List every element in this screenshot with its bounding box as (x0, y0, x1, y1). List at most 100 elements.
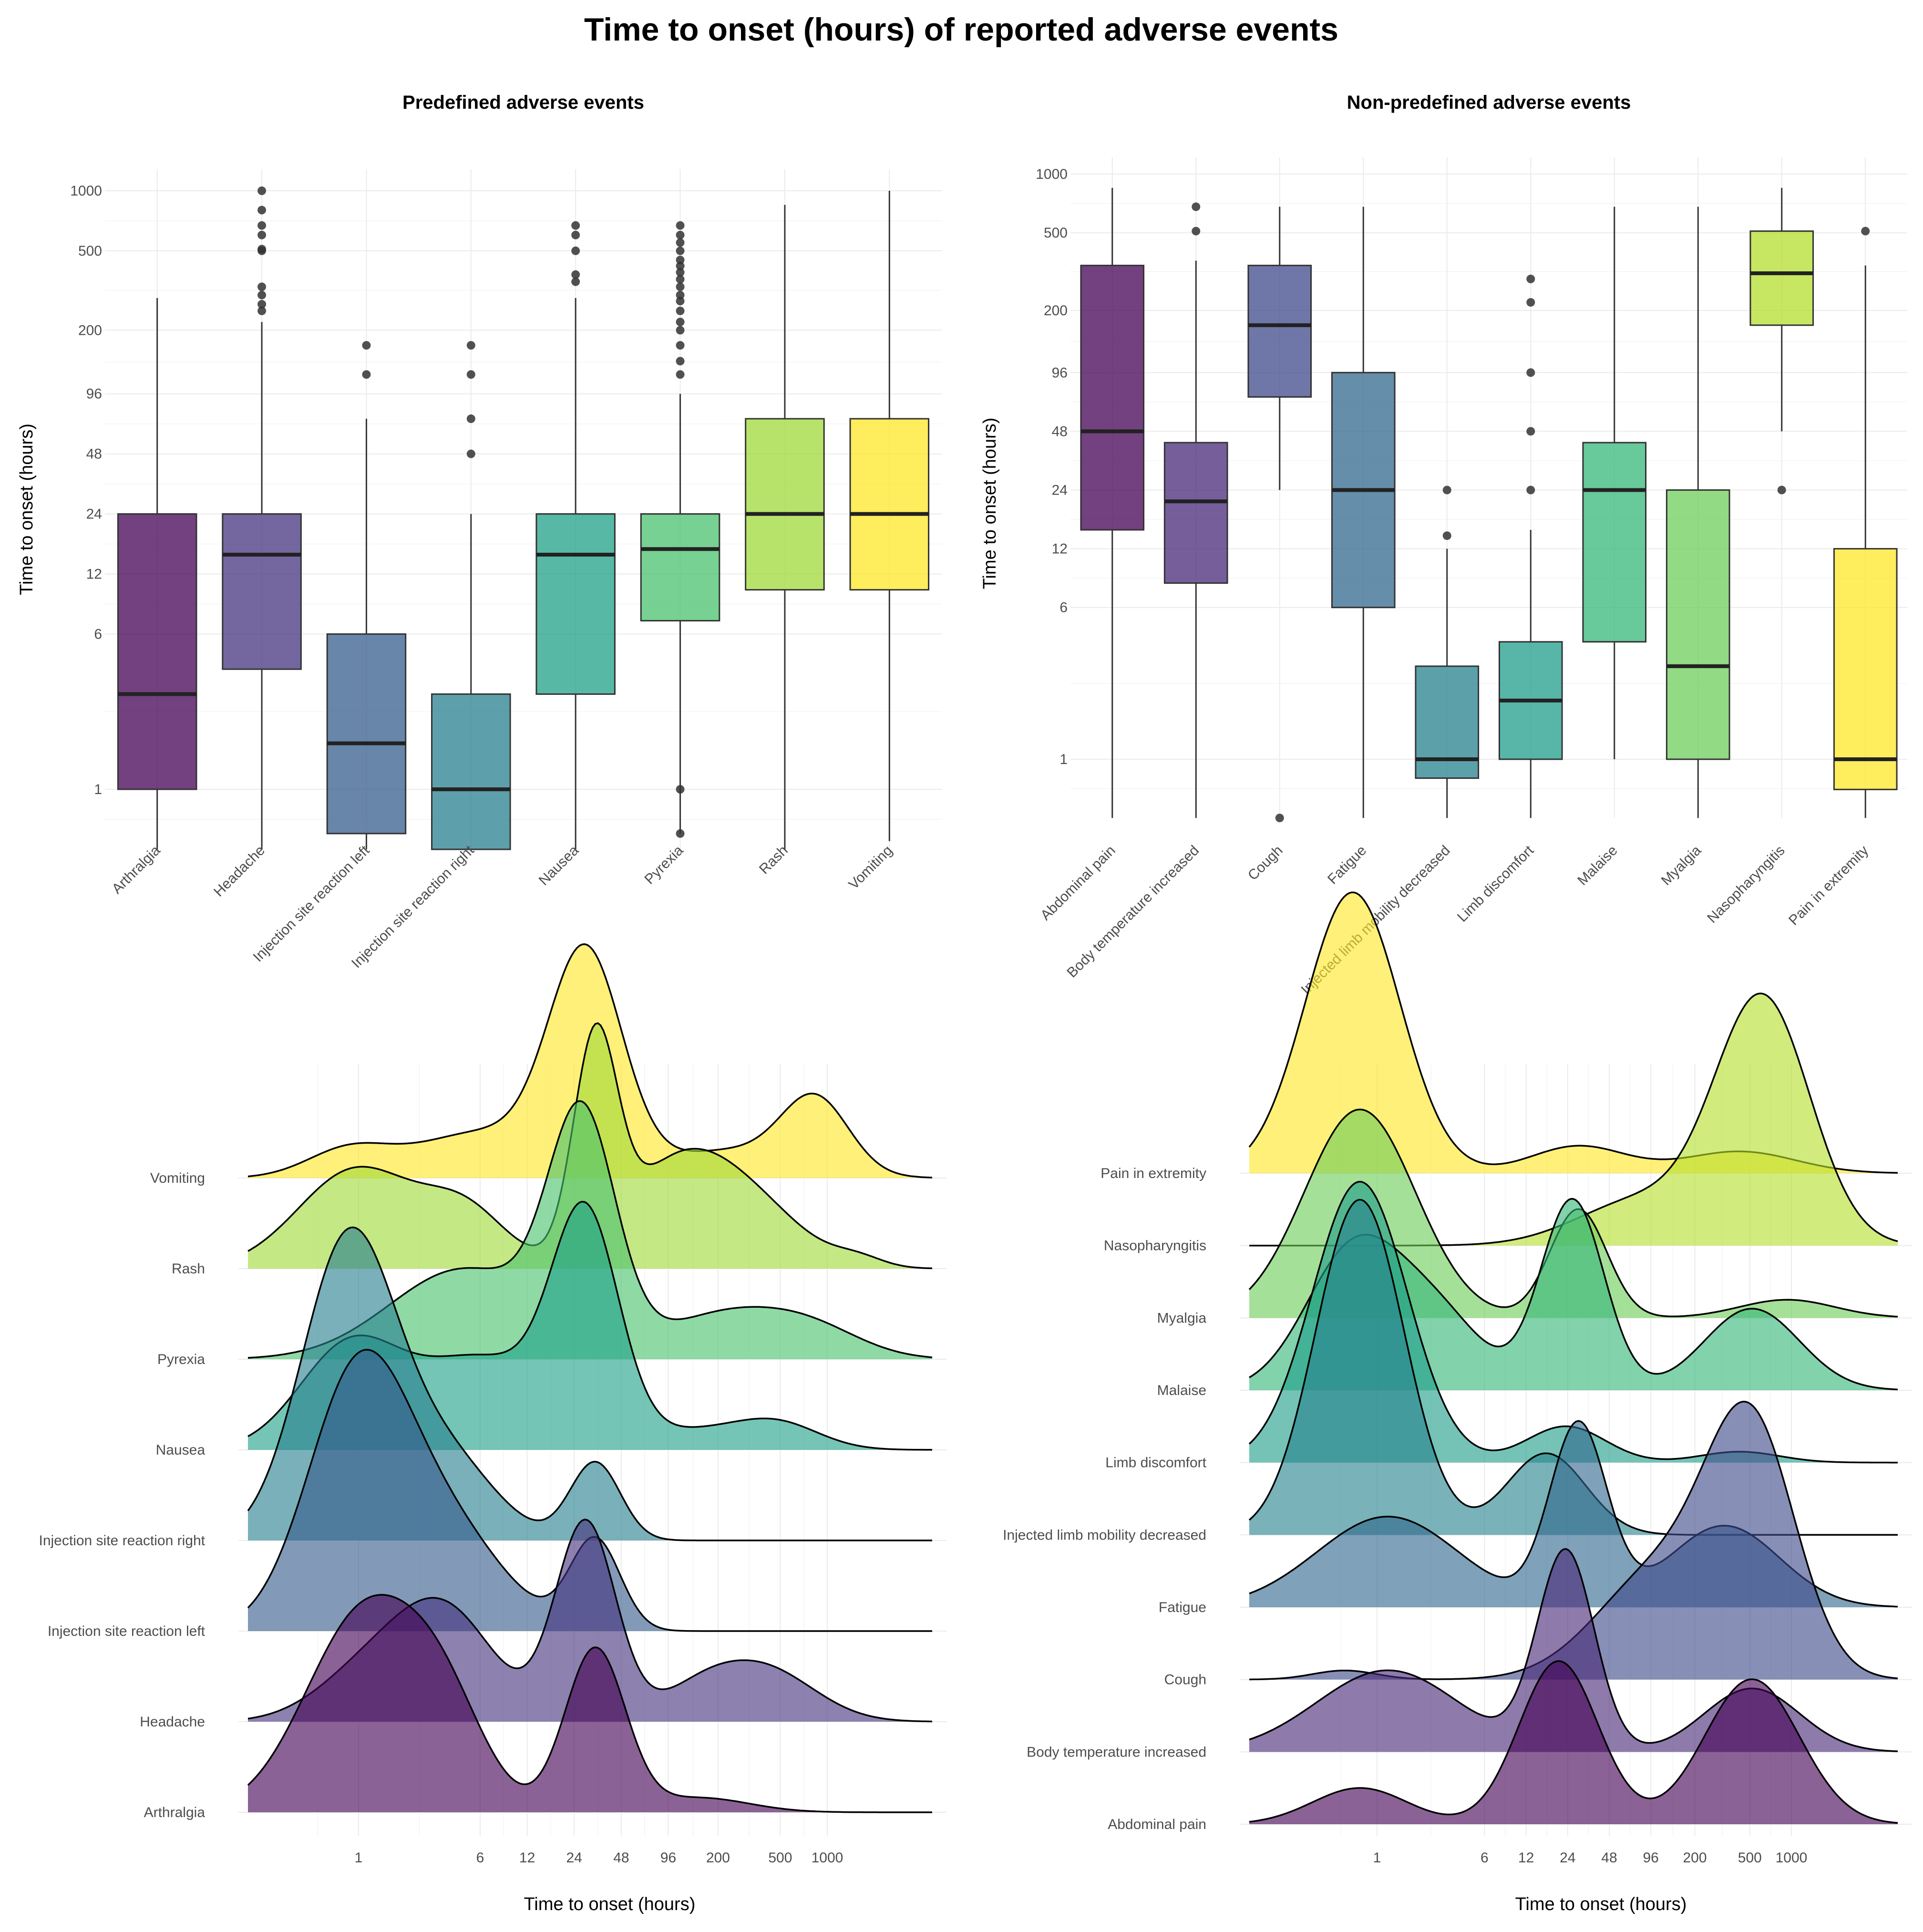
x-tick-label-vomiting: Vomiting (846, 843, 896, 893)
box-iqr (1163, 442, 1228, 584)
box-headache (222, 186, 302, 849)
ridge-abdominal-pain (1249, 1660, 1898, 1824)
box-iqr (849, 418, 930, 591)
x-tick-label-pyrexia: Pyrexia (641, 842, 686, 887)
box-iqr (1582, 442, 1647, 643)
outlier-point (362, 341, 371, 350)
y-tick-label: 24 (1052, 482, 1068, 498)
x-tick-label-limb-discomfort: Limb discomfort (1454, 842, 1537, 925)
y-tick-label-pyrexia: Pyrexia (157, 1352, 205, 1367)
ridge-arthralgia (247, 1594, 932, 1813)
box-myalgia (1666, 207, 1730, 818)
y-tick-label-malaise: Malaise (1157, 1383, 1206, 1398)
box-iqr (535, 513, 616, 695)
y-tick-label-arthralgia: Arthralgia (144, 1805, 206, 1820)
y-tick-label-fatigue: Fatigue (1159, 1600, 1206, 1615)
outlier-point (257, 290, 267, 300)
box-injection-site-reaction-left (326, 341, 407, 849)
outlier-point (676, 297, 685, 306)
panel-non-predefined-boxplot: Non-predefined adverse events Time to ons… (980, 92, 1907, 998)
figure-title: Time to onset (hours) of reported advers… (584, 11, 1338, 48)
y-tick-label-myalgia: Myalgia (1157, 1310, 1207, 1326)
y-tick-label: 1 (94, 782, 102, 797)
y-tick-label-nasopharyngitis: Nasopharyngitis (1104, 1238, 1206, 1254)
box-iqr (431, 693, 511, 850)
outlier-point (257, 230, 267, 239)
y-tick-label-injected-limb-mobility-decreased: Injected limb mobility decreased (1003, 1527, 1206, 1543)
box-pyrexia (640, 221, 720, 838)
ridge-outline (247, 1022, 933, 1270)
y-tick-label: 6 (94, 626, 102, 642)
outlier-point (676, 290, 685, 300)
outlier-point (676, 282, 685, 291)
outlier-point (571, 246, 580, 255)
ridge-outline (247, 1226, 932, 1541)
outlier-point (676, 246, 685, 255)
panel-predefined-ridgeline: 1 6 12 24 48 96 200 500 1000 Vomiting Rash Pyrexia N… (39, 943, 946, 1914)
outlier-point (1442, 486, 1451, 495)
outlier-point (1275, 814, 1284, 823)
x-tick-label: 48 (1601, 1850, 1617, 1866)
x-tick-label-nasopharyngitis: Nasopharyngitis (1704, 843, 1788, 926)
outlier-point (571, 277, 580, 286)
box-body-temperature-increased (1163, 202, 1228, 818)
panel-subtitle: Non-predefined adverse events (1347, 92, 1631, 113)
ridge-area (1249, 1199, 1898, 1535)
box-pain-in-extremity (1833, 227, 1898, 818)
x-tick-label: 1000 (812, 1850, 843, 1866)
outlier-point (1526, 486, 1535, 495)
y-tick-label-cough: Cough (1164, 1672, 1206, 1688)
x-tick-label-body-temperature-increased: Body temperature increased (1064, 843, 1202, 981)
ridge-area (1249, 993, 1898, 1246)
outlier-point (257, 282, 267, 291)
y-tick-label-vomiting: Vomiting (150, 1170, 205, 1186)
x-tick-label-abdominal-pain: Abdominal pain (1038, 843, 1119, 924)
outlier-point (1526, 427, 1535, 436)
box-rash (745, 205, 825, 849)
outlier-point (676, 238, 685, 247)
y-tick-label-abdominal-pain: Abdominal pain (1108, 1817, 1206, 1832)
box-injected-limb-mobility-decreased (1415, 486, 1480, 818)
outlier-point (466, 370, 475, 379)
outlier-point (676, 268, 685, 277)
x-tick-label: 12 (1518, 1850, 1534, 1866)
panel-non-predefined-ridgeline: 1 6 12 24 48 96 200 500 1000 Pain in extremity Nas… (1003, 891, 1912, 1914)
box-abdominal-pain (1080, 187, 1145, 818)
outlier-point (1442, 531, 1451, 540)
outlier-point (571, 221, 580, 230)
x-tick-label: 1 (355, 1850, 363, 1866)
box-iqr (745, 418, 825, 591)
outlier-point (1192, 227, 1201, 236)
outlier-point (676, 341, 685, 350)
outlier-point (466, 341, 475, 350)
x-tick-label-pain-in-extremity: Pain in extremity (1786, 843, 1872, 929)
outlier-point (676, 785, 685, 794)
x-tick-label: 500 (768, 1850, 792, 1866)
x-tick-label: 24 (566, 1850, 582, 1866)
ridge-outline (247, 943, 933, 1178)
y-tick-label-headache: Headache (140, 1714, 205, 1730)
x-tick-label: 1 (1373, 1850, 1381, 1866)
y-tick-label: 48 (1052, 424, 1068, 439)
ridge-area (248, 1594, 932, 1812)
x-tick-label: 6 (1481, 1850, 1489, 1866)
box-malaise (1582, 207, 1647, 759)
x-tick-label-cough: Cough (1245, 843, 1286, 884)
outlier-point (676, 326, 685, 335)
outlier-point (676, 256, 685, 265)
y-tick-label: 12 (1052, 541, 1068, 557)
x-tick-label-arthralgia: Arthralgia (109, 842, 164, 897)
y-tick-label-injection-site-reaction-left: Injection site reaction left (48, 1623, 206, 1639)
x-tick-label-nausea: Nausea (536, 842, 582, 889)
outlier-point (676, 318, 685, 327)
box-arthralgia (117, 298, 197, 849)
x-tick-label: 200 (1683, 1850, 1707, 1866)
outlier-point (571, 230, 580, 239)
ridge-area (1249, 1401, 1898, 1680)
ridge-area (1249, 1661, 1898, 1824)
outlier-point (1526, 368, 1535, 377)
outlier-point (676, 370, 685, 379)
box-iqr (1749, 230, 1814, 326)
outlier-point (571, 270, 580, 279)
box-cough (1247, 207, 1312, 823)
